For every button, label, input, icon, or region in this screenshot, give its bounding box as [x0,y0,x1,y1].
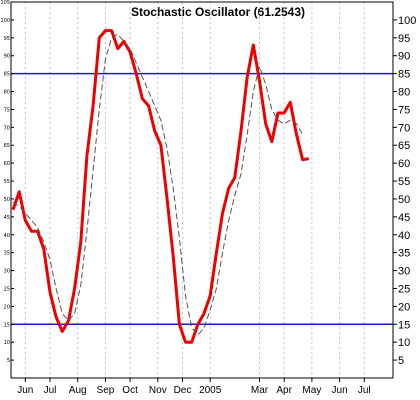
y-left-tick-label: 105 [0,0,10,6]
y-left-tick-label: 35 [4,251,10,257]
y-right-tick-label: 65 [398,140,410,152]
y-right-tick-label: 100 [398,15,416,27]
x-tick-label: Apr [276,385,292,396]
y-left-tick-label: 45 [4,215,10,221]
x-tick-label: Dec [174,385,192,396]
y-left-tick-label: 90 [4,54,10,60]
y-right-tick-label: 35 [398,248,410,260]
y-left-tick-label: 30 [4,269,10,275]
x-tick-label: May [302,385,321,396]
y-right-tick-label: 40 [398,230,410,242]
y-axis-left: 5 10 15 20 25 30 35 40 45 50 55 60 65 70 75 80 85 90 95 100… [0,0,14,364]
y-right-tick-label: 5 [398,355,404,367]
y-right-tick-label: 25 [398,283,410,295]
k-line-series [11,29,310,344]
y-right-tick-label: 60 [398,158,410,170]
x-tick-label: Sep [97,385,115,396]
x-tick-label: Jul [44,385,57,396]
y-left-tick-label: 80 [4,90,10,96]
y-left-tick-label: 60 [4,161,10,167]
y-left-tick-label: 10 [4,340,10,346]
d-line-series [12,33,304,336]
y-right-tick-label: 50 [398,194,410,206]
y-left-tick-label: 55 [4,179,10,185]
grid [24,2,365,378]
y-right-tick-label: 70 [398,122,410,134]
x-tick-label: Oct [122,385,138,396]
x-tick-label: Jun [332,385,348,396]
y-axis-right: 5 10 15 20 25 30 35 40 45 50 55 60 65 70 75 80 85 90 95 100 [393,15,416,367]
y-left-tick-label: 40 [4,233,10,239]
y-left-tick-label: 65 [4,143,10,149]
y-right-tick-label: 85 [398,69,410,81]
y-left-tick-label: 5 [7,358,10,364]
y-right-tick-label: 45 [398,212,410,224]
plot-border [10,1,394,379]
plot-frame [10,1,394,379]
y-right-tick-label: 75 [398,104,410,116]
y-left-tick-label: 50 [4,197,10,203]
y-left-tick-label: 20 [4,304,10,310]
chart-title: Stochastic Oscillator (61.2543) [131,5,305,19]
y-left-tick-label: 85 [4,72,10,78]
x-tick-label: Mar [251,385,269,396]
y-right-tick-label: 20 [398,301,410,313]
reference-lines [11,72,393,326]
y-left-tick-label: 95 [4,36,10,42]
y-left-tick-label: 70 [4,125,10,131]
y-left-tick-label: 15 [4,322,10,328]
series-layer [11,29,310,344]
y-right-tick-label: 90 [398,51,410,63]
y-left-tick-label: 75 [4,107,10,113]
x-tick-label: Aug [69,385,87,396]
y-right-tick-label: 95 [398,33,410,45]
y-right-tick-label: 15 [398,319,410,331]
y-left-tick-label: 25 [4,286,10,292]
x-tick-label: 2005 [199,385,222,396]
x-tick-label: Jul [358,385,371,396]
x-tick-label: Jun [17,385,33,396]
y-left-tick-label: 100 [0,18,10,24]
x-tick-label: Nov [149,385,167,396]
x-axis: Jun Jul Aug Sep Oct Nov Dec 2005 Mar Apr May Jun Jul [17,378,371,396]
y-right-tick-label: 10 [398,337,410,349]
y-right-tick-label: 30 [398,266,410,278]
y-right-tick-label: 80 [398,87,410,99]
y-right-tick-label: 55 [398,176,410,188]
